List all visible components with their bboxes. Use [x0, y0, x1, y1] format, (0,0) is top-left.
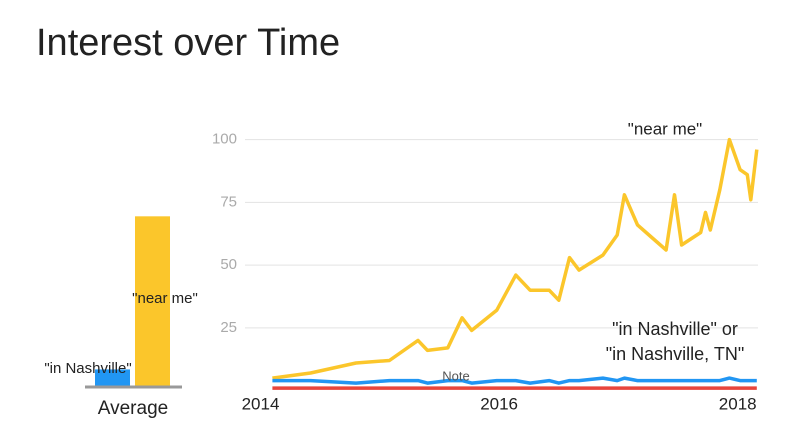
bar-label: "near me" [132, 290, 198, 307]
series-label: "near me" [628, 119, 702, 138]
x-tick-label: 2018 [719, 394, 757, 413]
series-line [272, 137, 759, 380]
x-tick-label: 2016 [480, 394, 518, 413]
y-tick-label: 100 [212, 131, 237, 148]
y-tick-label: 25 [220, 319, 237, 336]
series-line [272, 376, 757, 385]
annotation: "in Nashville" or [612, 319, 738, 339]
x-axis-label: Average [98, 398, 168, 419]
annotation: Note [442, 368, 469, 383]
bar [95, 369, 130, 387]
bar [135, 216, 170, 387]
y-tick-label: 75 [220, 193, 237, 210]
annotation: "in Nashville, TN" [606, 344, 745, 364]
bar-label: "in Nashville" [44, 360, 131, 377]
page-title: Interest over Time [36, 22, 340, 64]
x-tick-label: 2014 [242, 394, 280, 413]
y-tick-label: 50 [220, 256, 237, 273]
